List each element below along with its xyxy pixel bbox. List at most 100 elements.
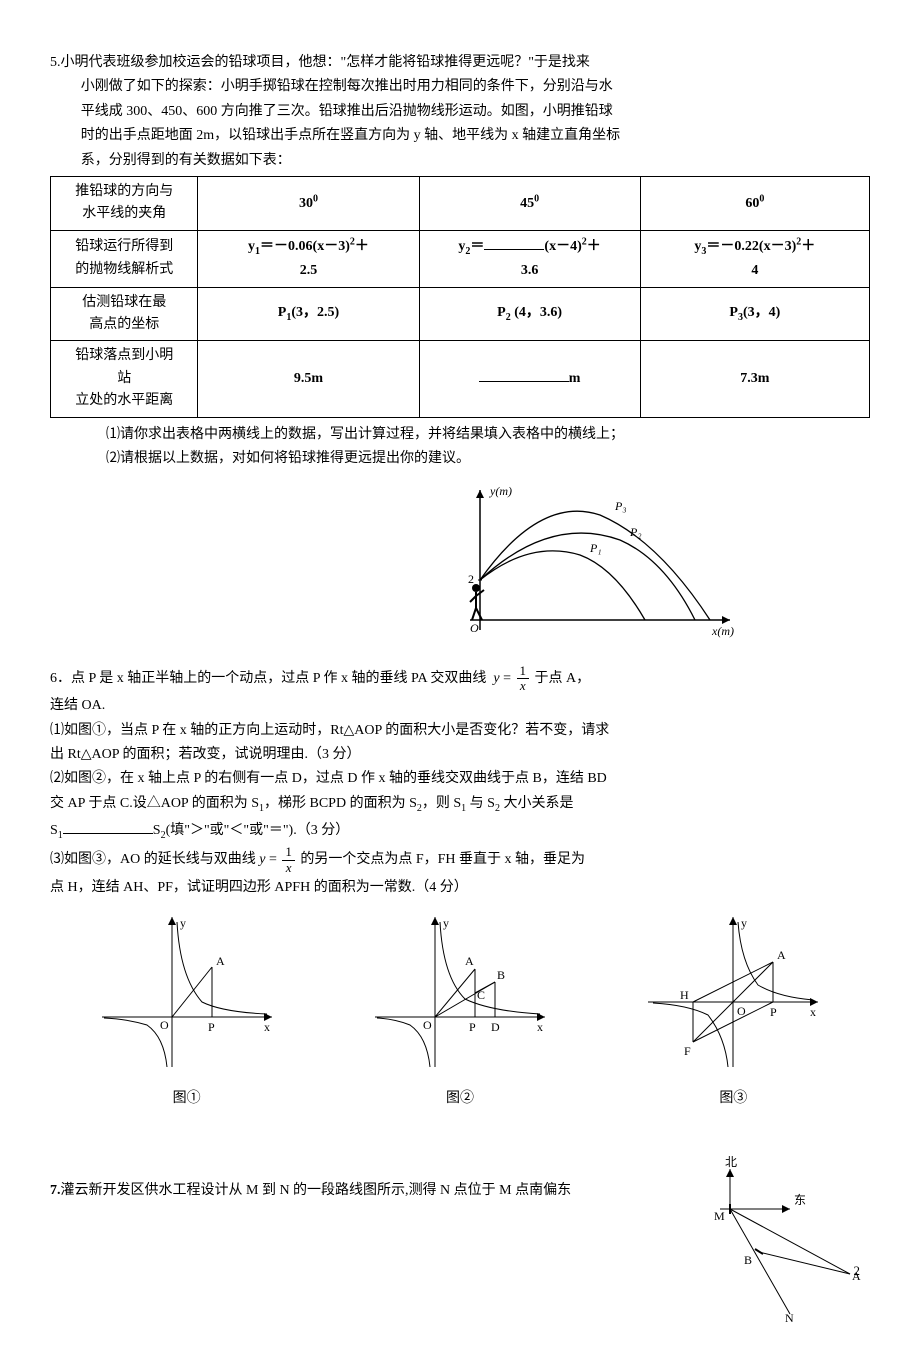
p5-l2: 小刚做了如下的探索：小明手掷铅球在控制每次推出时用力相同的条件下，分别沿与水 <box>50 76 870 98</box>
svg-text:A: A <box>777 948 786 962</box>
N-label: N <box>785 1311 794 1324</box>
q3a: ⑶如图③，AO 的延长线与双曲线 <box>50 852 256 867</box>
problem-5: 5.小明代表班级参加校运会的铅球项目，他想："怎样才能将铅球推得更远呢？"于是找… <box>50 52 870 654</box>
svg-text:A: A <box>465 954 474 968</box>
p5-figure: y(m) x(m) O 2 P₁ P₂ P₃ <box>310 480 870 653</box>
c60-sup: 0 <box>759 193 764 204</box>
p5-l4: 时的出手点距地面 2m，以铅球出手点所在竖直方向为 y 轴、地平线为 x 轴建立… <box>50 125 870 147</box>
p5-table: 推铅球的方向与水平线的夹角 300 450 600 铅球运行所得到的抛物线解析式… <box>50 176 870 418</box>
svg-text:y: y <box>741 916 747 930</box>
p5-q1: ⑴请你求出表格中两横线上的数据，写出计算过程，并将结果填入表格中的横线上； <box>50 424 870 446</box>
row2-header: 铅球运行所得到的抛物线解析式 <box>51 230 198 287</box>
p6-q1b: 出 Rt△AOP 的面积；若改变，试说明理由.（3 分） <box>50 744 870 766</box>
p2l: P <box>497 305 506 320</box>
c30-sup: 0 <box>313 193 318 204</box>
svg-text:P: P <box>770 1005 777 1019</box>
y1p: y <box>248 239 255 254</box>
svg-text:x: x <box>537 1020 543 1034</box>
q2cb: S <box>153 823 161 838</box>
row1-c45: 450 <box>419 176 640 230</box>
row4-d45: m <box>419 341 640 417</box>
ylabel: y(m) <box>489 484 512 498</box>
q2ca: S <box>50 823 58 838</box>
p5-line1: 5.小明代表班级参加校运会的铅球项目，他想："怎样才能将铅球推得更远呢？"于是找… <box>50 52 870 74</box>
svg-text:C: C <box>477 988 485 1002</box>
svg-text:x: x <box>264 1020 270 1034</box>
p2v: (4，3.6) <box>511 305 562 320</box>
c30-val: 30 <box>299 196 313 211</box>
svg-text:y: y <box>443 916 449 930</box>
svg-text:F: F <box>684 1044 691 1058</box>
p6-frac2: 1x <box>282 845 295 875</box>
q2bd: 与 S <box>466 796 495 811</box>
p7-figure: 北 东 M B A N <box>670 1154 870 1332</box>
p6-frac: 1x <box>517 664 530 694</box>
row3-p2: P2 (4，3.6) <box>419 287 640 341</box>
graph3-cell: yx O AP HF 图③ <box>638 907 828 1110</box>
row1-header: 推铅球的方向与水平线的夹角 <box>51 176 198 230</box>
p6eqeq: = <box>503 671 511 686</box>
east-label: 东 <box>794 1193 806 1207</box>
q2ba: 交 AP 于点 C.设△AOP 的面积为 S <box>50 796 259 811</box>
graph2-svg: yx O AB C PD <box>365 907 555 1077</box>
p6-q2c: S1S2(填"＞"或"＜"或"＝").（3 分） <box>50 819 870 844</box>
origin-label: O <box>470 621 479 635</box>
p5-l3: 平线成 300、450、600 方向推了三次。铅球推出后沿抛物线形运动。如图，小… <box>50 101 870 123</box>
q3b: 的另一个交点为点 F，FH 垂直于 x 轴，垂足为 <box>300 852 585 867</box>
p5-l5: 系，分别得到的有关数据如下表： <box>50 150 870 172</box>
c60-val: 60 <box>745 196 759 211</box>
svg-text:H: H <box>680 988 689 1002</box>
d60v: 7.3m <box>740 371 769 386</box>
row2-y1: y1＝－0.06(x－3)2＋2.5 <box>198 230 419 287</box>
svg-text:O: O <box>160 1018 169 1032</box>
p1v: (3，2.5) <box>291 305 339 320</box>
row2-y2: y2＝(x－4)2＋3.6 <box>419 230 640 287</box>
p7b: 测得 N 点位于 M 点南偏东 <box>409 1183 572 1198</box>
table-row: 铅球运行所得到的抛物线解析式 y1＝－0.06(x－3)2＋2.5 y2＝(x－… <box>51 230 870 287</box>
p7-svg: 北 东 M B A N <box>670 1154 870 1324</box>
d45u: m <box>569 371 581 386</box>
row4-header: 铅球落点到小明站立处的水平距离 <box>51 341 198 417</box>
p5-num: 5. <box>50 55 61 70</box>
p7a: 灌云新开发区供水工程设计从 M 到 N 的一段路线图所示, <box>61 1183 409 1198</box>
y2e: ＝ <box>470 239 484 254</box>
p5-q2: ⑵请根据以上数据，对如何将铅球推得更远提出你的建议。 <box>50 448 870 470</box>
svg-text:P: P <box>208 1020 215 1034</box>
problem-7: 北 东 M B A N 7.灌云新开发区供水工程设计从 M 到 N 的一段路线图… <box>50 1150 870 1336</box>
table-row: 推铅球的方向与水平线的夹角 300 450 600 <box>51 176 870 230</box>
problem-6: 6．点 P 是 x 轴正半轴上的一个动点，过点 P 作 x 轴的垂线 PA 交双… <box>50 664 870 1111</box>
p6-q3c: 点 H，连结 AH、PF，试证明四边形 APFH 的面积为一常数.（4 分） <box>50 877 870 899</box>
p5-l1: 小明代表班级参加校运会的铅球项目，他想："怎样才能将铅球推得更远呢？"于是找来 <box>61 55 590 70</box>
d30v: 9.5m <box>294 371 323 386</box>
table-row: 铅球落点到小明站立处的水平距离 9.5m m 7.3m <box>51 341 870 417</box>
q2bc: ，则 S <box>422 796 461 811</box>
y1sup: 2 <box>350 237 355 248</box>
xlabel: x(m) <box>711 624 734 638</box>
p6-q2: ⑵如图②，在 x 轴上点 P 的右侧有一点 D，过点 D 作 x 轴的垂线交双曲… <box>50 768 870 790</box>
p6-num: 6． <box>50 671 71 686</box>
graph1-cell: yx OAP 图① <box>92 907 282 1110</box>
p6l1b: 于点 A， <box>535 671 591 686</box>
p6-l1: 6．点 P 是 x 轴正半轴上的一个动点，过点 P 作 x 轴的垂线 PA 交双… <box>50 664 870 694</box>
svg-text:O: O <box>737 1004 746 1018</box>
row2-y3: y3＝－0.22(x－3)2＋4 <box>640 230 869 287</box>
y3e: ＝－0.22(x－3) <box>706 239 796 254</box>
q2cc: (填"＞"或"＜"或"＝").（3 分） <box>166 823 350 838</box>
p6-graphs: yx OAP 图① yx O AB C PD <box>50 907 870 1110</box>
q3num: 1 <box>282 845 295 860</box>
row3-p3: P3(3，4) <box>640 287 869 341</box>
svg-text:y: y <box>180 916 186 930</box>
row1-c30: 300 <box>198 176 419 230</box>
table-row: 估测铅球在最高点的坐标 P1(3，2.5) P2 (4，3.6) P3(3，4) <box>51 287 870 341</box>
c45-val: 45 <box>520 196 534 211</box>
graph2-cell: yx O AB C PD 图② <box>365 907 555 1110</box>
graph1-caption: 图① <box>92 1088 282 1110</box>
p2-label: P₂ <box>629 525 642 539</box>
y2-label: 2 <box>468 572 474 586</box>
p6-l2: 连结 OA. <box>50 695 870 717</box>
svg-text:B: B <box>497 968 505 982</box>
page-number: 2 <box>854 1261 861 1282</box>
q3eq: = <box>269 852 277 867</box>
d45-blank <box>479 367 569 382</box>
q3den: x <box>282 861 295 875</box>
